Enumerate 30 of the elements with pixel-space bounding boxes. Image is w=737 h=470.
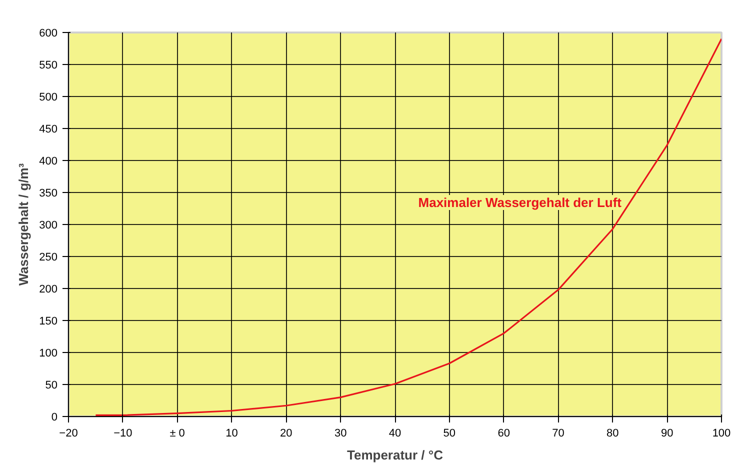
x-tick-label: 60 (498, 428, 510, 440)
line-series (94, 38, 722, 416)
x-tick-label: −20 (59, 428, 78, 440)
x-tick-label: 50 (443, 428, 456, 440)
x-tick-label: 40 (388, 428, 402, 440)
x-tick-label: 20 (280, 428, 292, 440)
x-tick-label: −10 (114, 428, 132, 440)
y-tick-label: 450 (39, 124, 58, 136)
y-axis-title: Wassergehalt / g/m³ (16, 162, 32, 286)
y-tick-label: 400 (39, 156, 58, 168)
y-tick-label: 200 (39, 284, 58, 296)
y-tick-label: 150 (39, 316, 58, 328)
y-tick-label: 550 (39, 60, 58, 72)
y-tick-label: 50 (45, 380, 58, 392)
y-tick-label: 0 (51, 412, 58, 424)
x-tick-label: 70 (552, 428, 564, 440)
x-tick-label: 10 (226, 428, 238, 440)
y-tick-label: 500 (39, 92, 58, 104)
y-tick-label: 300 (39, 220, 58, 232)
y-tick-label: 100 (39, 348, 58, 360)
series-label: Maximaler Wassergehalt der Luft (418, 195, 622, 210)
x-tick-label: 30 (334, 428, 347, 440)
y-tick-label: 350 (39, 188, 58, 200)
x-tick-label: 80 (606, 428, 619, 440)
y-tick-label: 600 (39, 28, 58, 40)
y-tick-label: 250 (39, 252, 58, 264)
x-tick-label: ± 0 (170, 428, 185, 440)
x-axis-title: Temperatur / °C (347, 448, 444, 462)
x-tick-label: 100 (712, 428, 731, 440)
x-tick-label: 90 (660, 428, 674, 440)
